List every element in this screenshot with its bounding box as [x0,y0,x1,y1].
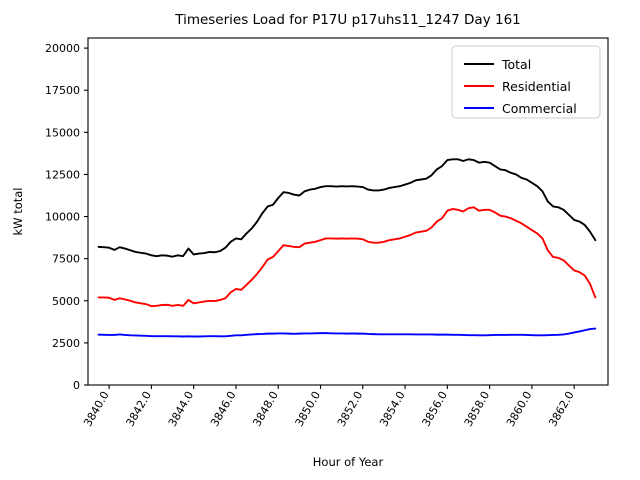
x-tick-label: 3854.0 [377,389,408,429]
y-tick-label: 0 [73,379,80,392]
x-tick-label: 3850.0 [293,389,324,429]
x-tick-label: 3856.0 [419,389,450,429]
y-tick-label: 2500 [52,337,80,350]
y-tick-label: 20000 [45,42,80,55]
y-tick-label: 17500 [45,84,80,97]
x-tick-label: 3848.0 [250,389,281,429]
series-line-commercial [97,327,597,338]
chart-title: Timeseries Load for P17U p17uhs11_1247 D… [174,12,521,28]
x-tick-label: 3860.0 [504,389,535,429]
x-tick-label: 3846.0 [208,389,239,429]
x-axis-label: Hour of Year [313,455,384,469]
y-tick-label: 7500 [52,253,80,266]
series-line-residential [97,206,597,308]
legend-label-total[interactable]: Total [501,57,531,72]
series-line-total [97,158,597,258]
y-axis-label: kW total [11,188,25,236]
x-tick-label: 3840.0 [81,389,112,429]
x-tick-label: 3862.0 [546,389,577,429]
x-tick-label: 3844.0 [166,389,197,429]
x-tick-label: 3858.0 [462,389,493,429]
y-tick-label: 5000 [52,295,80,308]
x-tick-label: 3852.0 [335,389,366,429]
legend-label-residential[interactable]: Residential [502,79,571,94]
plot-frame [87,37,609,386]
legend-label-commercial[interactable]: Commercial [502,101,577,116]
y-tick-label: 12500 [45,168,80,181]
x-tick-label: 3842.0 [124,389,155,429]
y-tick-label: 10000 [45,211,80,224]
y-tick-label: 15000 [45,126,80,139]
